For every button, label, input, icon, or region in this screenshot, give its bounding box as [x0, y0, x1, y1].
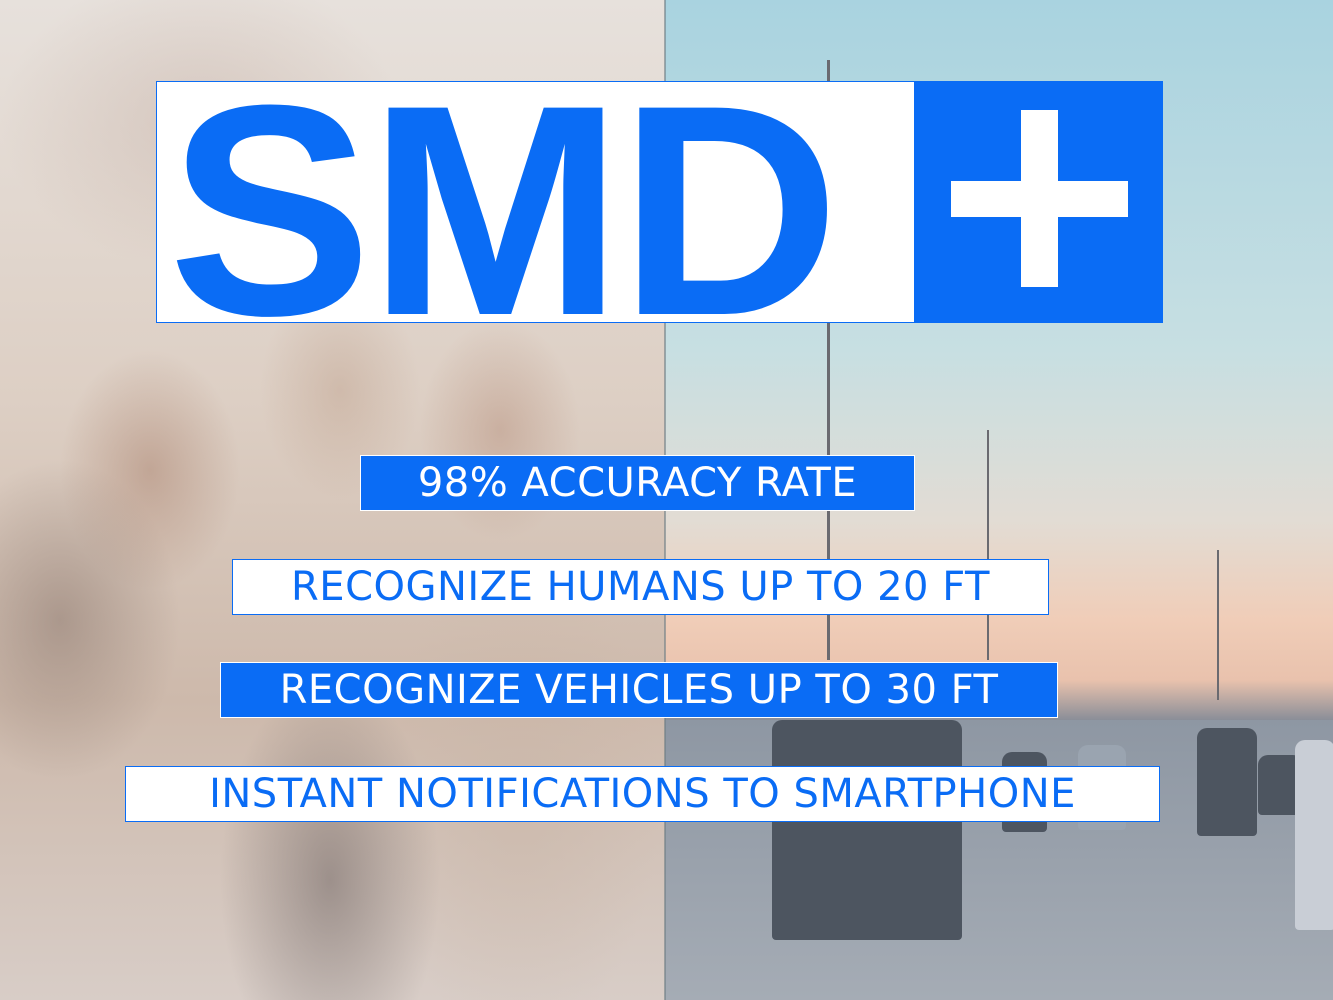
car [772, 720, 962, 940]
street-light [987, 430, 989, 660]
street-light [1217, 550, 1219, 700]
street-light [827, 60, 830, 660]
car [1197, 728, 1257, 836]
feature-accuracy: 98% ACCURACY RATE [360, 455, 915, 511]
logo-text: SMD [168, 42, 840, 378]
feature-notifications: INSTANT NOTIFICATIONS TO SMARTPHONE [125, 766, 1160, 822]
feature-humans: RECOGNIZE HUMANS UP TO 20 FT [232, 559, 1049, 615]
feature-vehicles: RECOGNIZE VEHICLES UP TO 30 FT [220, 662, 1058, 718]
logo-white-panel [156, 81, 915, 323]
plus-icon [1021, 110, 1058, 287]
car [1295, 740, 1333, 930]
